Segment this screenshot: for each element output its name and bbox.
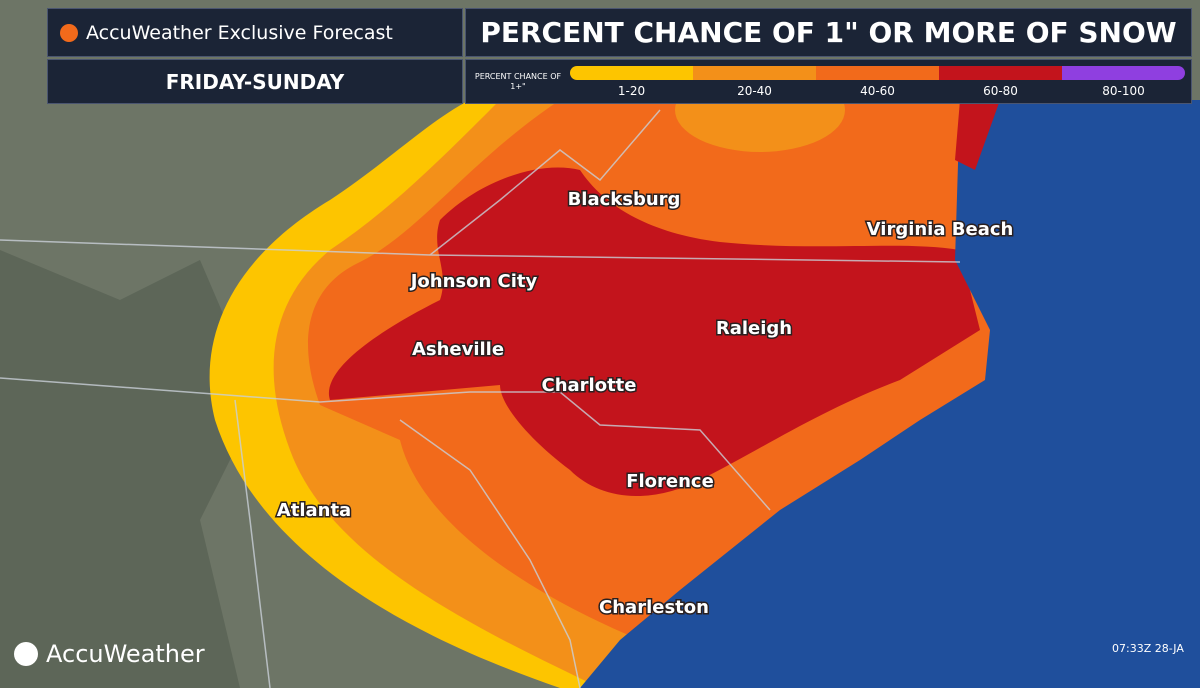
legend-swatch xyxy=(1062,65,1185,80)
legend-swatch xyxy=(816,65,939,80)
title: PERCENT CHANCE OF 1" OR MORE OF SNOW xyxy=(480,16,1177,49)
city-label: Florence xyxy=(626,471,714,492)
city-label: Johnson City xyxy=(409,271,538,292)
legend-title: PERCENT CHANCE OF 1+" xyxy=(474,71,562,91)
border xyxy=(0,377,771,511)
legend-label: 60-80 xyxy=(983,83,1018,98)
border xyxy=(234,399,271,688)
logo: AccuWeather xyxy=(14,640,205,668)
legend-swatch xyxy=(570,65,693,80)
border xyxy=(399,419,581,688)
legend-item: 60-80 xyxy=(939,60,1062,103)
legend-item: 40-60 xyxy=(816,60,939,103)
title-box: PERCENT CHANCE OF 1" OR MORE OF SNOW xyxy=(465,8,1192,57)
legend: PERCENT CHANCE OF 1+" 1-20 20-40 40-60 60-8… xyxy=(465,59,1192,104)
legend-swatch xyxy=(939,65,1062,80)
zone-60-80 xyxy=(955,100,1000,170)
legend-swatch xyxy=(693,65,816,80)
period-box: FRIDAY-SUNDAY xyxy=(47,59,463,104)
state-borders xyxy=(0,109,961,688)
period: FRIDAY-SUNDAY xyxy=(165,69,345,94)
city-label: Virginia Beach xyxy=(867,219,1014,240)
logo-text: AccuWeather xyxy=(46,640,205,668)
logo-icon xyxy=(14,642,38,666)
legend-label: 80-100 xyxy=(1102,83,1145,98)
terrain xyxy=(0,250,260,688)
legend-items: 1-20 20-40 40-60 60-80 80-100 xyxy=(570,60,1185,103)
brand-text: AccuWeather Exclusive Forecast xyxy=(86,21,393,44)
legend-label: 40-60 xyxy=(860,83,895,98)
brand-box: AccuWeather Exclusive Forecast xyxy=(47,8,463,57)
zone-60-80 xyxy=(328,167,980,497)
timestamp: 07:33Z 28-JA xyxy=(1112,642,1184,655)
city-label: Raleigh xyxy=(716,318,792,339)
city-label: Asheville xyxy=(412,339,504,360)
legend-label: 1-20 xyxy=(617,83,646,98)
legend-label: 20-40 xyxy=(737,83,772,98)
legend-item: 20-40 xyxy=(693,60,816,103)
brand-icon xyxy=(60,23,78,42)
city-label: Charlotte xyxy=(541,375,636,396)
city-label: Atlanta xyxy=(277,500,351,521)
border xyxy=(429,109,661,256)
city-label: Charleston xyxy=(599,597,709,618)
ocean xyxy=(580,100,1200,688)
city-label: Blacksburg xyxy=(568,189,681,210)
legend-item: 80-100 xyxy=(1062,60,1185,103)
legend-item: 1-20 xyxy=(570,60,693,103)
